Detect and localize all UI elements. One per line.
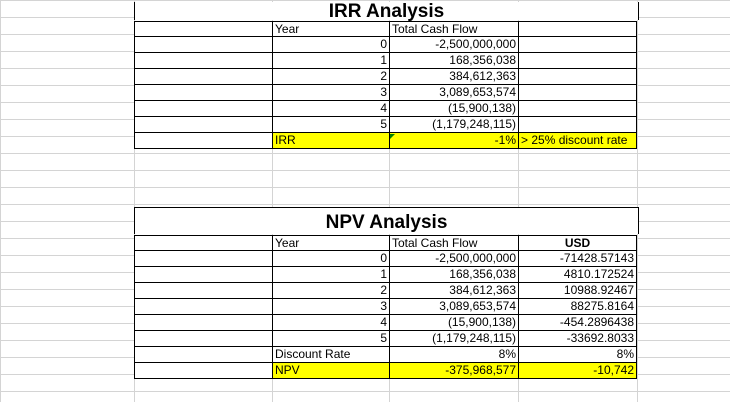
year-cell[interactable]: 3 (272, 299, 389, 315)
discount-rate-label[interactable]: Discount Rate (272, 347, 389, 363)
irr-result-row: IRR -1% > 25% discount rate (134, 133, 637, 149)
year-cell[interactable]: 5 (272, 331, 389, 347)
year-cell[interactable]: 4 (272, 315, 389, 331)
discount-rate-usd[interactable]: 8% (518, 347, 637, 363)
table-row: 4 (15,900,138) (134, 101, 637, 117)
empty-cell[interactable] (518, 117, 637, 133)
usd-cell[interactable]: -454.2896438 (518, 315, 637, 331)
irr-note[interactable]: > 25% discount rate (518, 133, 637, 149)
year-cell[interactable]: 0 (272, 37, 389, 53)
empty-cell[interactable] (134, 347, 272, 363)
empty-cell[interactable] (518, 85, 637, 101)
cash-flow-cell[interactable]: -2,500,000,000 (389, 251, 518, 267)
formula-warning-icon (390, 134, 395, 139)
grid-line (637, 0, 638, 402)
npv-header-row: Year Total Cash Flow USD (134, 235, 637, 251)
cash-flow-cell[interactable]: 3,089,653,574 (389, 299, 518, 315)
cash-flow-cell[interactable]: (1,179,248,115) (389, 117, 518, 133)
cash-flow-cell[interactable]: 168,356,038 (389, 53, 518, 69)
year-cell[interactable]: 1 (272, 267, 389, 283)
npv-result-row: NPV -375,968,577 -10,742 (134, 363, 637, 379)
irr-label[interactable]: IRR (272, 133, 389, 149)
year-cell[interactable]: 2 (272, 283, 389, 299)
cash-flow-header[interactable]: Total Cash Flow (389, 21, 518, 37)
cash-flow-cell[interactable]: 384,612,363 (389, 69, 518, 85)
empty-cell[interactable] (134, 283, 272, 299)
year-cell[interactable]: 1 (272, 53, 389, 69)
usd-cell[interactable]: 88275.8164 (518, 299, 637, 315)
cash-flow-cell[interactable]: (1,179,248,115) (389, 331, 518, 347)
table-row: 3 3,089,653,574 (134, 85, 637, 101)
cash-flow-cell[interactable]: 3,089,653,574 (389, 85, 518, 101)
grid-line (389, 0, 390, 402)
empty-cell[interactable] (134, 331, 272, 347)
npv-label[interactable]: NPV (272, 363, 389, 379)
cash-flow-cell[interactable]: -2,500,000,000 (389, 37, 518, 53)
year-cell[interactable]: 3 (272, 85, 389, 101)
table-row: 4 (15,900,138) -454.2896438 (134, 315, 637, 331)
table-row: 5 (1,179,248,115) (134, 117, 637, 133)
empty-cell[interactable] (134, 251, 272, 267)
cash-flow-cell[interactable]: (15,900,138) (389, 101, 518, 117)
empty-cell[interactable] (134, 235, 272, 251)
empty-cell[interactable] (518, 21, 637, 37)
empty-cell[interactable] (134, 267, 272, 283)
grid-line (518, 0, 519, 402)
year-header[interactable]: Year (272, 21, 389, 37)
empty-cell[interactable] (518, 53, 637, 69)
npv-usd[interactable]: -10,742 (518, 363, 637, 379)
table-row: 2 384,612,363 10988.92467 (134, 283, 637, 299)
irr-header-row: Year Total Cash Flow (134, 21, 637, 37)
table-row: 1 168,356,038 4810.172524 (134, 267, 637, 283)
empty-cell[interactable] (134, 21, 272, 37)
discount-rate-value[interactable]: 8% (389, 347, 518, 363)
cash-flow-cell[interactable]: 384,612,363 (389, 283, 518, 299)
year-cell[interactable]: 2 (272, 69, 389, 85)
empty-cell[interactable] (134, 299, 272, 315)
empty-cell[interactable] (134, 315, 272, 331)
irr-value[interactable]: -1% (389, 133, 518, 149)
cash-flow-cell[interactable]: (15,900,138) (389, 315, 518, 331)
empty-cell[interactable] (134, 69, 272, 85)
empty-cell[interactable] (134, 363, 272, 379)
empty-cell[interactable] (518, 69, 637, 85)
empty-cell[interactable] (134, 101, 272, 117)
table-row: 0 -2,500,000,000 -71428.57143 (134, 251, 637, 267)
usd-header[interactable]: USD (518, 235, 637, 251)
table-row: 3 3,089,653,574 88275.8164 (134, 299, 637, 315)
grid-line (272, 0, 273, 402)
table-row: 2 384,612,363 (134, 69, 637, 85)
empty-cell[interactable] (134, 117, 272, 133)
discount-rate-row: Discount Rate 8% 8% (134, 347, 637, 363)
empty-cell[interactable] (134, 53, 272, 69)
usd-cell[interactable]: 4810.172524 (518, 267, 637, 283)
year-cell[interactable]: 0 (272, 251, 389, 267)
empty-cell[interactable] (134, 37, 272, 53)
empty-cell[interactable] (518, 37, 637, 53)
table-row: 0 -2,500,000,000 (134, 37, 637, 53)
usd-cell[interactable]: -33692.8033 (518, 331, 637, 347)
usd-cell[interactable]: -71428.57143 (518, 251, 637, 267)
npv-value[interactable]: -375,968,577 (389, 363, 518, 379)
table-row: 5 (1,179,248,115) -33692.8033 (134, 331, 637, 347)
usd-cell[interactable]: 10988.92467 (518, 283, 637, 299)
table-row: 1 168,356,038 (134, 53, 637, 69)
empty-cell[interactable] (134, 133, 272, 149)
empty-cell[interactable] (518, 101, 637, 117)
year-cell[interactable]: 4 (272, 101, 389, 117)
irr-title: IRR Analysis (134, 2, 639, 22)
npv-title: NPV Analysis (134, 207, 639, 234)
cash-flow-header[interactable]: Total Cash Flow (389, 235, 518, 251)
year-header[interactable]: Year (272, 235, 389, 251)
grid-line (134, 0, 135, 402)
cash-flow-cell[interactable]: 168,356,038 (389, 267, 518, 283)
year-cell[interactable]: 5 (272, 117, 389, 133)
empty-cell[interactable] (134, 85, 272, 101)
